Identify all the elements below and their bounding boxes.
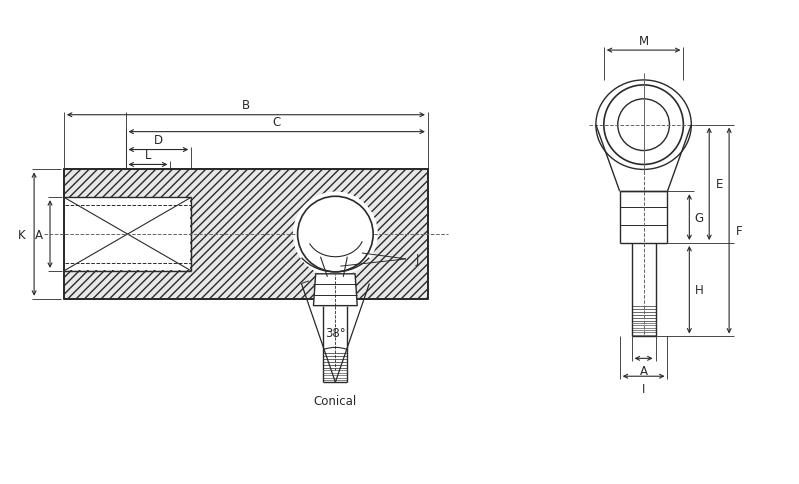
Text: H: H [695, 284, 704, 297]
Text: 38°: 38° [325, 326, 346, 339]
Bar [65, 199, 190, 270]
Text: G: G [694, 211, 704, 224]
Circle shape [293, 193, 377, 276]
Bar [64, 170, 427, 299]
Text: F: F [736, 225, 742, 238]
Text: C: C [272, 116, 280, 129]
Circle shape [297, 197, 373, 272]
Text: Conical: Conical [314, 394, 357, 407]
Polygon shape [313, 274, 357, 306]
Text: A: A [639, 364, 648, 377]
Text: M: M [638, 34, 649, 47]
Text: L: L [145, 149, 151, 162]
Text: E: E [715, 178, 723, 191]
Text: D: D [154, 134, 163, 147]
Text: B: B [242, 99, 250, 112]
Text: I: I [642, 382, 646, 395]
Text: A: A [35, 228, 43, 241]
Text: J: J [416, 253, 419, 266]
Text: K: K [18, 228, 26, 241]
